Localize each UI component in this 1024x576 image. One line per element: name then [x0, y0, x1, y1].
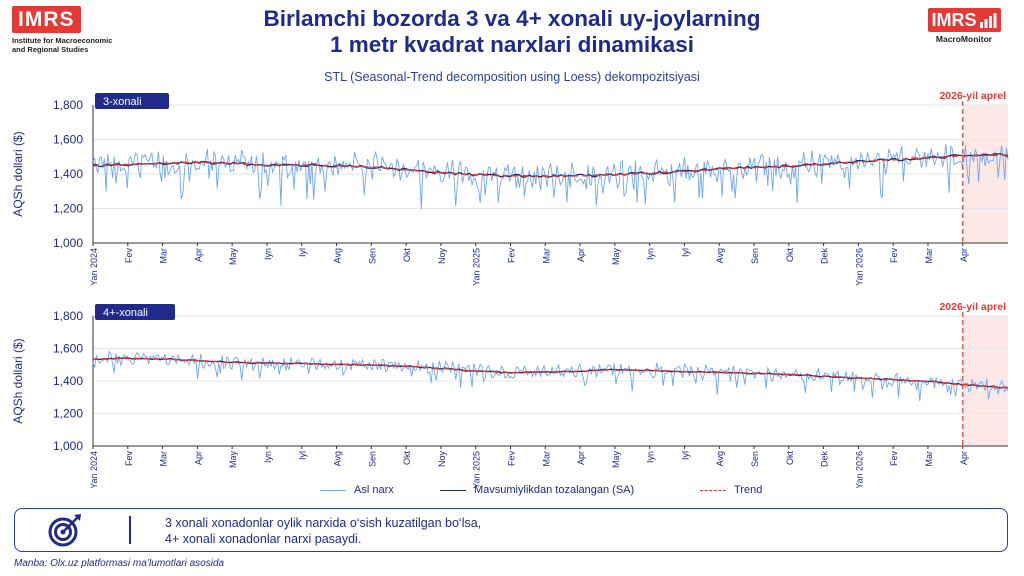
imrs-logo-subtitle: Institute for Macroeconomic and Regional… [12, 36, 113, 54]
x-tick-label: Fev [506, 248, 516, 264]
y-tick-label: 1,600 [53, 133, 83, 147]
series-trend-line [92, 357, 1009, 389]
x-tick-label: Avg [715, 451, 725, 466]
x-tick-label: Iyn [263, 451, 273, 463]
series-raw-line [92, 143, 1009, 210]
x-tick-label: Okt [402, 451, 412, 466]
panel-label-text: 3-xonali [103, 96, 142, 108]
series-raw-line [92, 349, 1009, 402]
x-tick-label: Apr [193, 248, 203, 262]
source-note: Manba: Olx.uz platformasi ma’lumotlari a… [14, 558, 225, 569]
x-tick-label: Apr [193, 451, 203, 465]
y-tick-label: 1,000 [53, 236, 83, 250]
imrs-logo-mark: IMRS [12, 6, 81, 33]
y-tick-label: 1,000 [53, 439, 83, 453]
chart-3-xonali: 1,000 1,200 1,400 1,600 1,800 AQSh dollari ($… [11, 90, 1009, 286]
y-axis-label: AQSh dollari ($) [11, 131, 25, 216]
x-tick-label: Yan 2025 [472, 451, 482, 488]
x-tick-label: May [228, 248, 238, 266]
y-tick-label: 1,200 [53, 407, 83, 421]
x-tick-label: Sen [750, 248, 760, 264]
x-tick-label: Mar [159, 451, 169, 467]
legend-swatch-raw [320, 489, 346, 491]
x-tick-label: Sen [367, 451, 377, 467]
x-tick-label: Mar [924, 248, 934, 264]
chart-subtitle: STL (Seasonal-Trend decomposition using … [324, 70, 700, 84]
x-tick-label: Yan 2026 [854, 451, 864, 488]
x-tick-label: Mar [924, 451, 934, 467]
x-tick-label: Noy [437, 451, 447, 468]
note-separator [129, 516, 131, 544]
panel-label: 3-xonali [95, 93, 169, 109]
x-tick-label: Avg [333, 248, 343, 263]
x-tick-label: Fev [889, 248, 899, 264]
macromonitor-logo-subtitle: MacroMonitor [935, 34, 993, 44]
x-tick-label: Iyl [680, 248, 690, 257]
x-tick-label: Fev [124, 451, 134, 467]
legend-item-raw: Asl narx [320, 484, 394, 496]
x-tick-label: Okt [785, 451, 795, 466]
x-tick-label: Apr [576, 248, 586, 262]
macromonitor-logo: IMRS MacroMonitor [918, 8, 1010, 44]
x-tick-label: Iyl [680, 451, 690, 460]
series-trend-line [93, 154, 1008, 177]
note-text: 3 xonali xonadonlar oylik narxida o‘sish… [165, 516, 482, 546]
y-tick-label: 1,400 [53, 374, 83, 388]
x-tick-label: Iyl [298, 451, 308, 460]
x-tick-label: Apr [576, 451, 586, 465]
panel-label-text: 4+-xonali [103, 307, 148, 319]
x-tick-label: Dek [820, 451, 830, 468]
imrs-logo: IMRS Institute for Macroeconomic and Reg… [12, 6, 122, 54]
y-tick-label: 1,800 [53, 98, 83, 112]
bar-chart-icon [979, 13, 996, 28]
x-tick-label: Sen [750, 451, 760, 467]
x-tick-label: Dek [820, 248, 830, 265]
chart-4plus-xonali: 1,000 1,200 1,400 1,600 1,800 AQSh dollari ($… [11, 301, 1009, 488]
y-tick-label: 1,200 [53, 202, 83, 216]
x-tick-label: Iyn [646, 451, 656, 463]
y-tick-label: 1,800 [53, 309, 83, 323]
legend-item-sa: Mavsumiylikdan tozalangan (SA) [440, 484, 634, 496]
x-tick-label: Apr [959, 248, 969, 262]
x-tick-label: Fev [124, 248, 134, 264]
x-tick-label: Apr [959, 451, 969, 465]
chart-legend: Asl narx Mavsumiylikdan tozalangan (SA) … [300, 484, 820, 500]
x-tick-label: Iyn [646, 248, 656, 260]
x-tick-label: Iyn [263, 248, 273, 260]
legend-swatch-sa [440, 489, 466, 491]
macromonitor-logo-mark: IMRS [927, 8, 1001, 32]
x-tick-label: Avg [333, 451, 343, 466]
x-tick-label: Mar [541, 248, 551, 264]
x-tick-label: Yan 2024 [89, 248, 99, 286]
x-tick-label: Yan 2026 [854, 248, 864, 286]
x-tick-label: Noy [437, 248, 447, 265]
y-tick-label: 1,600 [53, 342, 83, 356]
annotation-label: 2026-yil aprel [939, 90, 1006, 102]
target-icon [48, 514, 81, 547]
x-tick-label: May [611, 451, 621, 469]
summary-note: 3 xonali xonadonlar oylik narxida o‘sish… [14, 508, 1008, 552]
chart-title: Birlamchi bozorda 3 va 4+ xonali uy-joyl… [263, 6, 761, 57]
x-tick-label: Mar [159, 248, 169, 264]
x-tick-label: Iyl [298, 248, 308, 257]
x-tick-label: May [611, 248, 621, 266]
x-tick-label: Yan 2025 [472, 248, 482, 286]
x-tick-label: Avg [715, 248, 725, 263]
y-axis-label: AQSh dollari ($) [11, 338, 25, 423]
x-tick-label: Sen [367, 248, 377, 264]
legend-swatch-trend [700, 489, 726, 491]
x-tick-label: Mar [541, 451, 551, 467]
x-tick-label: Okt [402, 248, 412, 263]
y-tick-label: 1,400 [53, 167, 83, 181]
annotation-label: 2026-yil aprel [939, 301, 1006, 313]
x-tick-label: Yan 2024 [89, 451, 99, 488]
x-tick-label: Okt [785, 248, 795, 263]
x-tick-label: May [228, 451, 238, 469]
x-tick-label: Fev [889, 451, 899, 467]
legend-item-trend: Trend [700, 484, 762, 496]
panel-label: 4+-xonali [95, 304, 175, 320]
x-tick-label: Fev [506, 451, 516, 467]
